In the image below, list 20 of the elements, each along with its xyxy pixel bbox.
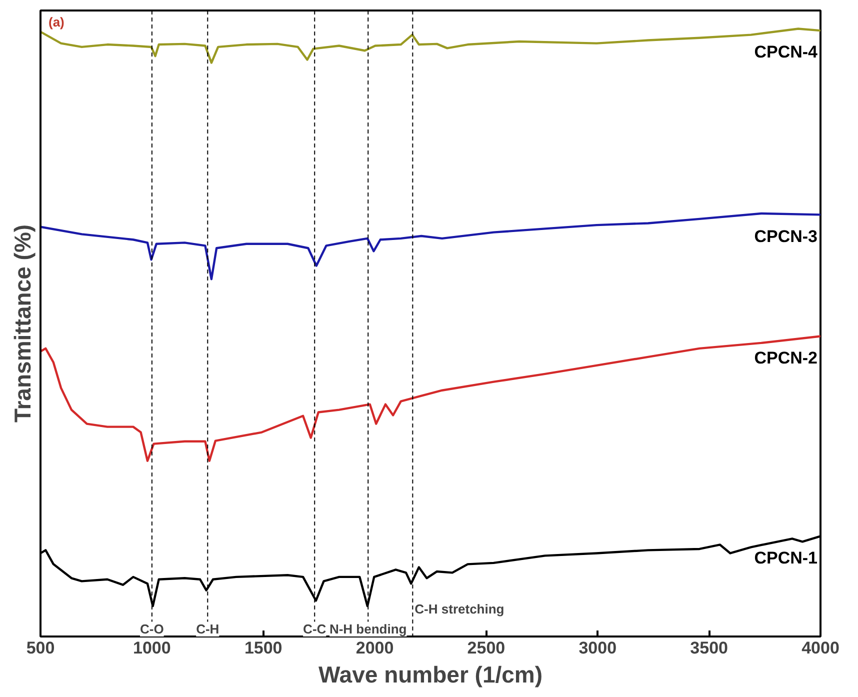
series-label: CPCN-4: [754, 42, 818, 62]
annotation: (a): [48, 14, 64, 30]
x-tick-label: 2500: [467, 638, 506, 658]
x-tick-label: 2000: [356, 638, 394, 658]
x-tick-label: 500: [26, 638, 55, 658]
x-tick-label: 4000: [802, 638, 840, 658]
x-tick-label: 1500: [244, 638, 282, 658]
ref-line-label: C-H: [196, 622, 220, 637]
ref-line-label: C-H stretching: [414, 602, 504, 617]
ref-line-label: N-H bending: [329, 622, 407, 637]
ref-line-label: C-C: [303, 622, 327, 637]
series-label: CPCN-2: [754, 348, 818, 368]
ref-line-label: C-O: [140, 622, 164, 637]
y-axis-title: Transmittance (%): [10, 224, 36, 423]
series-label: CPCN-1: [754, 548, 818, 568]
x-axis-title: Wave number (1/cm): [318, 662, 543, 688]
x-tick-label: 1000: [133, 638, 171, 658]
x-tick-label: 3000: [578, 638, 617, 658]
x-tick-label: 3500: [690, 638, 728, 658]
series-label: CPCN-3: [754, 226, 818, 246]
